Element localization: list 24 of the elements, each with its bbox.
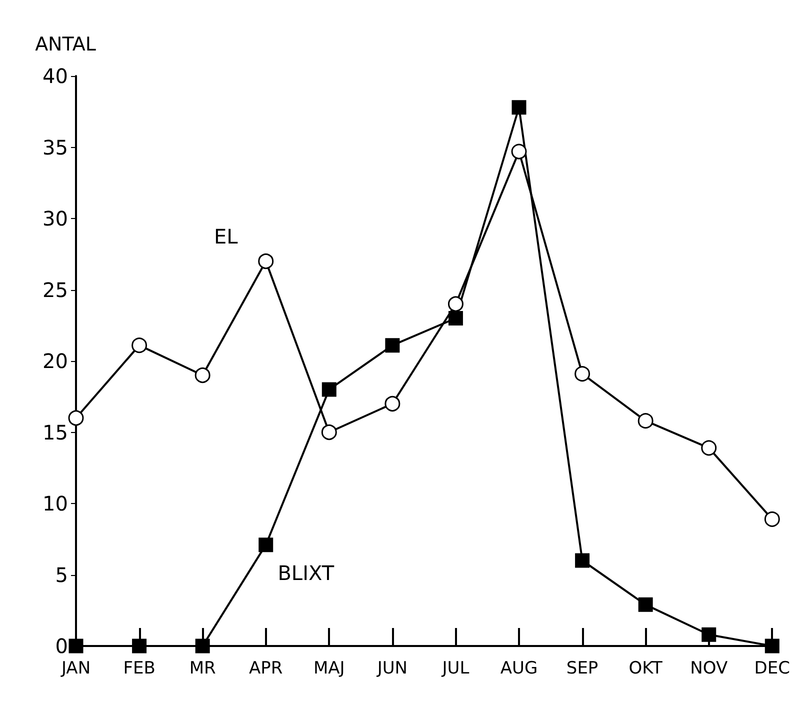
series-label: EL — [214, 224, 239, 248]
x-tick-label: NOV — [690, 658, 728, 678]
y-tick-label: 0 — [55, 634, 68, 658]
y-tick-label: 10 — [42, 492, 68, 516]
y-tick-label: 40 — [42, 64, 68, 88]
x-tick-label: FEB — [123, 658, 156, 678]
x-tick-label: MAJ — [313, 658, 345, 678]
y-axis-title: ANTAL — [35, 34, 96, 56]
x-tick-label: JUN — [376, 658, 408, 678]
y-tick-label: 5 — [55, 562, 68, 587]
x-tick-label: SEP — [566, 658, 598, 678]
x-tick-label: JAN — [60, 658, 91, 678]
y-tick-label: 30 — [42, 206, 68, 230]
x-tick-label: APR — [249, 658, 283, 678]
y-tick-label: 35 — [42, 135, 68, 160]
y-tick-label: 15 — [42, 420, 68, 444]
x-tick-label: MR — [189, 658, 216, 678]
x-tick-label: JUL — [441, 658, 470, 678]
x-tick-label: DEC — [754, 658, 790, 678]
series-label: BLIXT — [278, 561, 335, 586]
y-tick-label: 25 — [42, 278, 68, 302]
x-tick-label: OKT — [628, 658, 663, 678]
y-tick-label: 20 — [42, 349, 68, 373]
x-tick-label: AUG — [500, 658, 538, 678]
